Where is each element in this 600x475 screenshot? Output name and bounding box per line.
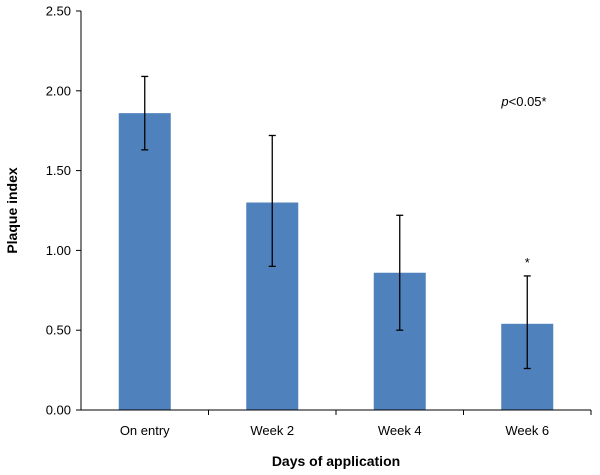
y-tick-label: 2.50 <box>46 4 71 19</box>
y-axis-title: Plaque index <box>4 167 20 254</box>
error-bars <box>141 75 531 370</box>
p-value-italic: p <box>500 94 508 109</box>
x-tick-label: Week 6 <box>505 423 549 438</box>
x-tick-label: Week 4 <box>378 423 422 438</box>
significance-marker: * <box>525 255 530 270</box>
x-axis-labels: On entry Week 2 Week 4 Week 6 <box>120 423 549 438</box>
y-tick-label: 1.00 <box>46 243 71 258</box>
x-tick-label: Week 2 <box>250 423 294 438</box>
y-tick-label: 0.00 <box>46 403 71 418</box>
y-tick-label: 0.50 <box>46 323 71 338</box>
p-value-annotation: p<0.05* <box>500 94 546 109</box>
bar <box>118 113 171 411</box>
p-value-rest: <0.05* <box>509 94 547 109</box>
y-tick-label: 2.00 <box>46 83 71 98</box>
x-tick-label: On entry <box>120 423 170 438</box>
y-tick-label: 1.50 <box>46 163 71 178</box>
y-axis-ticks: 0.00 0.50 1.00 1.50 2.00 2.50 <box>46 4 592 418</box>
x-axis-title: Days of application <box>272 453 400 469</box>
bars <box>118 113 554 411</box>
